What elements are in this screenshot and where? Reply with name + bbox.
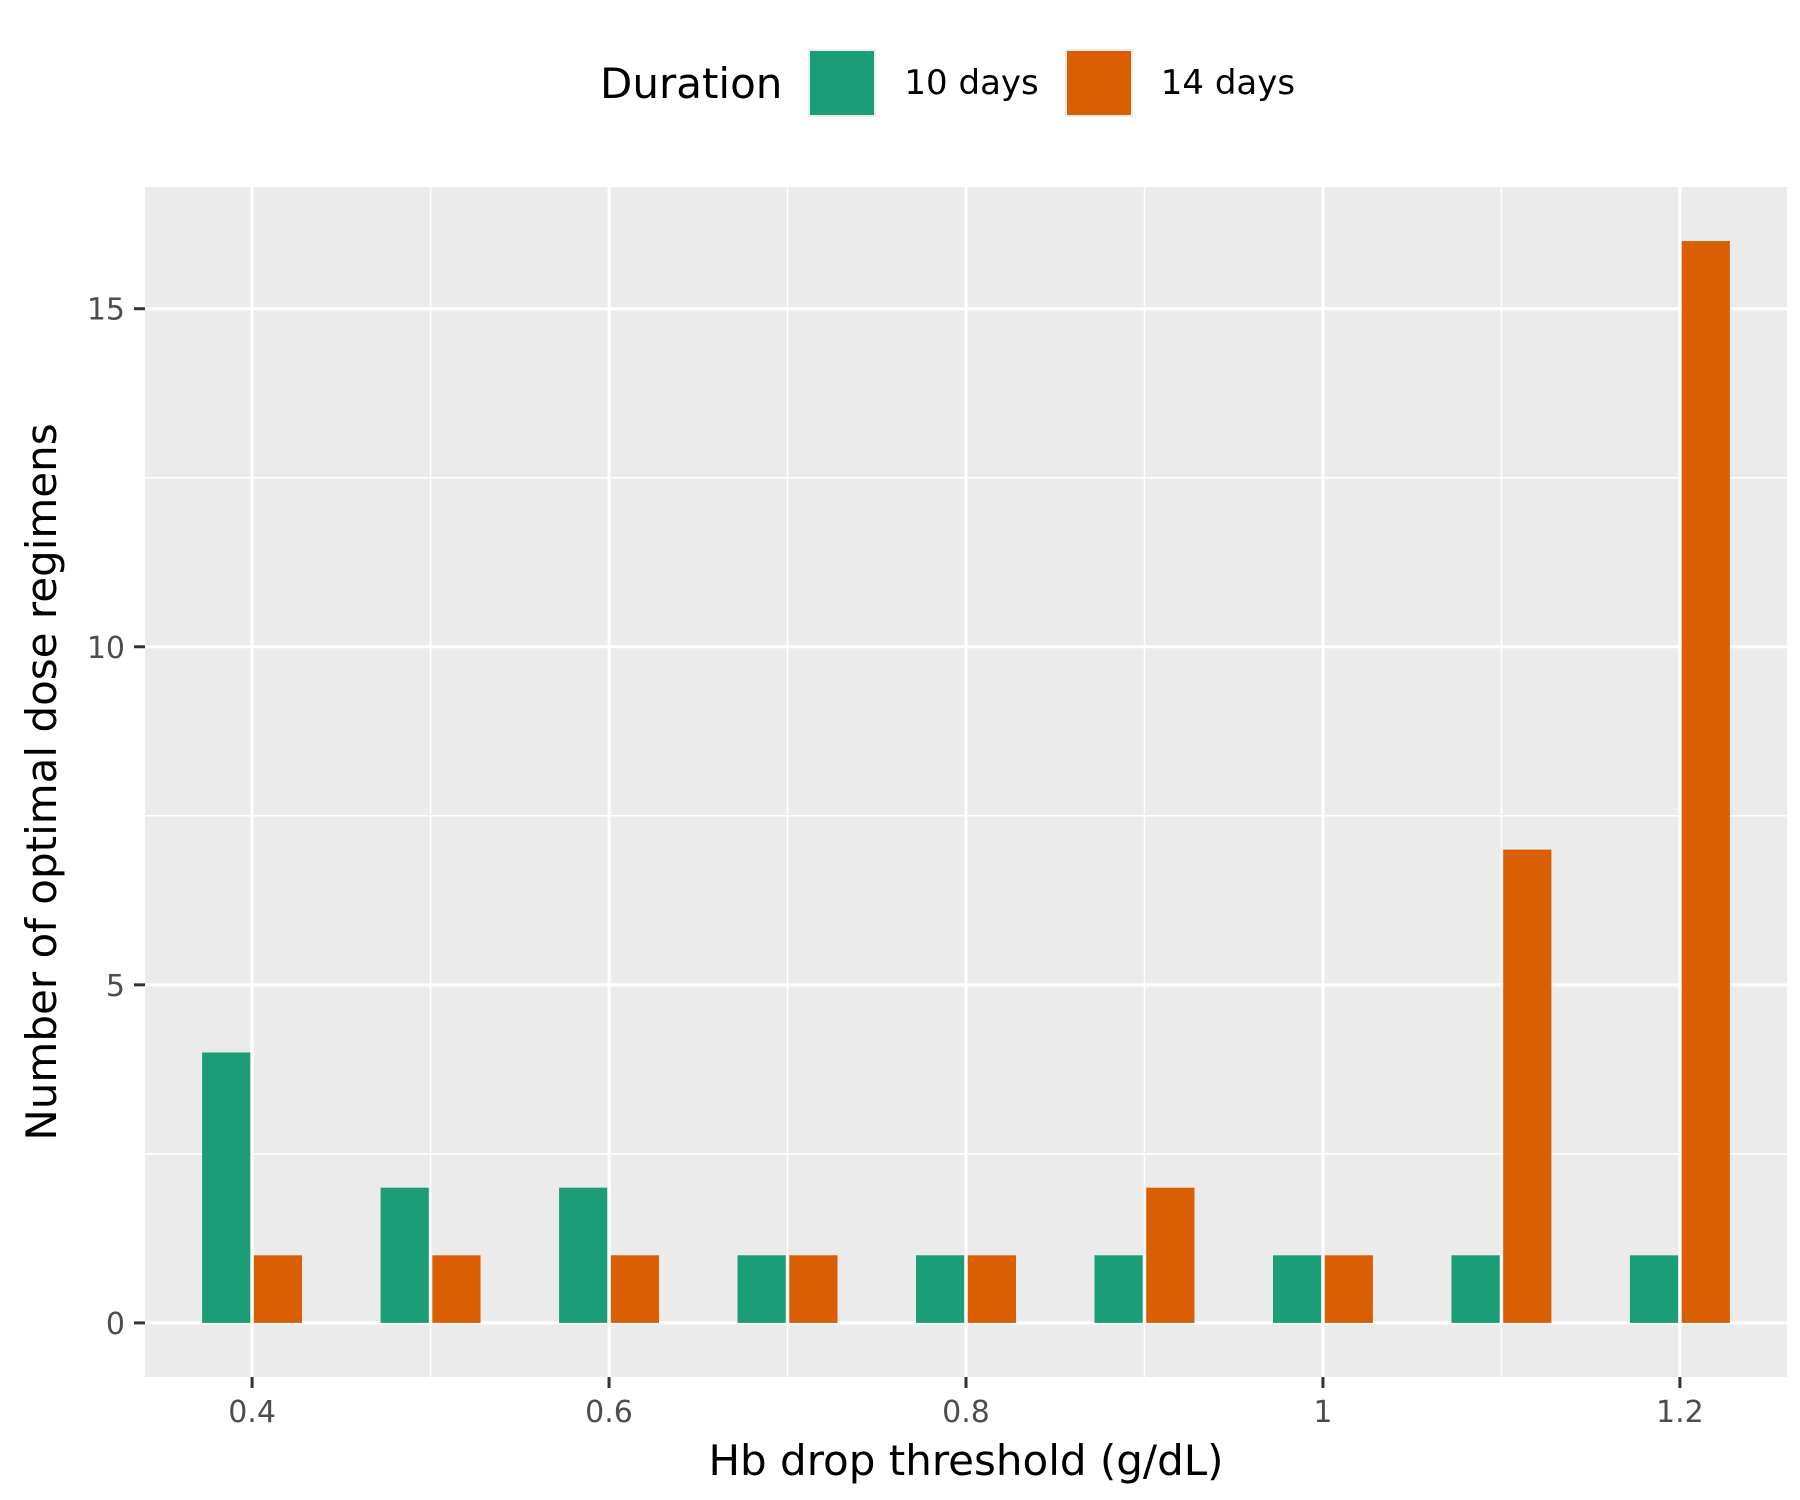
x-axis-title: Hb drop threshold (g/dL) <box>708 1436 1223 1485</box>
bar-14-days-0.6 <box>610 1255 660 1323</box>
bar-10-days-0.6 <box>559 1187 608 1323</box>
legend-title: Duration <box>600 58 783 108</box>
bar-10-days-0.4 <box>202 1052 251 1323</box>
bar-14-days-1.2 <box>1681 241 1730 1323</box>
y-tick-label: 5 <box>106 969 125 1004</box>
x-tick-label: 0.4 <box>228 1395 276 1430</box>
bars <box>202 241 1730 1323</box>
bar-10-days-0.5 <box>380 1187 429 1323</box>
legend-key-14-days <box>1064 49 1133 117</box>
x-axis: 0.4 0.6 0.8 1 1.2 <box>228 1377 1704 1430</box>
bar-10-days-1 <box>1272 1255 1322 1323</box>
y-tick-label: 0 <box>106 1307 125 1342</box>
bar-14-days-0.7 <box>789 1255 838 1323</box>
bar-14-days-1.1 <box>1503 849 1552 1323</box>
bar-14-days-0.5 <box>432 1255 481 1323</box>
bar-10-days-1.1 <box>1451 1255 1500 1323</box>
bar-14-days-0.9 <box>1146 1187 1195 1323</box>
bar-10-days-0.9 <box>1094 1255 1143 1323</box>
x-tick-label: 0.8 <box>942 1395 990 1430</box>
legend-item-14-days: 14 days <box>1064 49 1296 117</box>
x-tick-label: 1 <box>1313 1395 1332 1430</box>
bar-14-days-0.8 <box>967 1255 1016 1323</box>
legend-key-10-days <box>808 49 877 117</box>
legend-label-10-days: 10 days <box>904 63 1039 103</box>
y-axis-title: Number of optimal dose regimens <box>17 423 66 1140</box>
bar-10-days-0.8 <box>916 1255 965 1323</box>
legend-item-10-days: 10 days <box>808 49 1039 117</box>
bar-10-days-1.2 <box>1629 1255 1679 1323</box>
y-tick-label: 10 <box>87 631 125 666</box>
y-axis: 0 5 10 15 <box>87 293 145 1342</box>
legend: Duration 10 days 14 days <box>600 48 1321 118</box>
x-tick-label: 0.6 <box>585 1395 633 1430</box>
bar-14-days-0.4 <box>253 1255 303 1323</box>
bar-10-days-0.7 <box>737 1255 786 1323</box>
legend-label-14-days: 14 days <box>1160 63 1296 103</box>
y-tick-label: 15 <box>87 293 125 328</box>
bar-14-days-1 <box>1324 1255 1373 1323</box>
x-tick-label: 1.2 <box>1656 1395 1704 1430</box>
